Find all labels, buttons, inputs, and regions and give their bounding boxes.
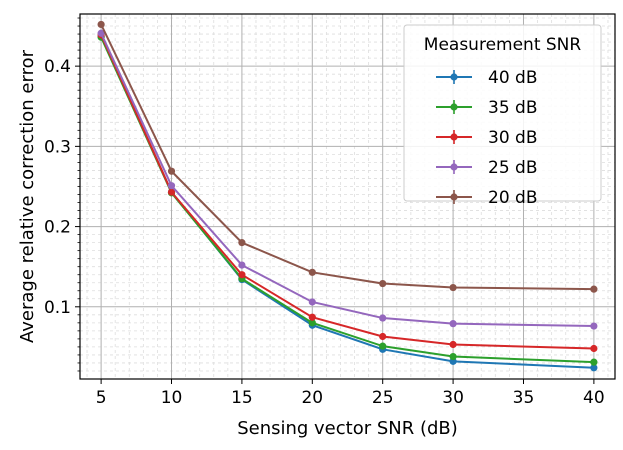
x-tick-label: 10 (161, 388, 183, 408)
x-tick-label: 25 (372, 388, 394, 408)
legend-label: 40 dB (488, 68, 538, 88)
legend-box (403, 24, 602, 202)
data-point (167, 188, 176, 196)
data-point (449, 340, 457, 349)
y-tick-label: 0.1 (44, 298, 71, 318)
data-point (308, 268, 316, 276)
legend-marker (450, 133, 458, 141)
series-20-db (97, 20, 598, 293)
x-axis-label: Sensing vector SNR (dB) (237, 418, 458, 439)
series-layer (97, 20, 598, 372)
data-point (379, 279, 387, 288)
legend-title: Measurement SNR (424, 35, 582, 55)
legend-item: 30 dB (436, 128, 538, 148)
legend-item: 20 dB (436, 188, 538, 208)
x-tick-label: 35 (513, 388, 535, 408)
y-tick-label: 0.3 (44, 137, 71, 157)
data-point (449, 320, 457, 328)
legend-item: 40 dB (436, 68, 538, 88)
legend-marker (450, 193, 458, 201)
y-tick-label: 0.2 (44, 218, 71, 238)
y-tick-label: 0.4 (44, 57, 71, 77)
legend: Measurement SNR 40 dB 35 dB 30 dB 25 dB 20 d… (403, 24, 602, 208)
data-point (590, 344, 598, 353)
data-point (449, 352, 457, 361)
data-point (238, 261, 246, 269)
ticks: 5 10 15 20 25 30 35 40 0.1 0.2 0.3 0.4 (44, 17, 605, 408)
data-point (590, 285, 598, 293)
x-tick-label: 20 (301, 388, 323, 408)
x-tick-label: 15 (231, 388, 253, 408)
data-point (379, 332, 387, 341)
data-point (590, 358, 598, 366)
data-point (97, 29, 105, 37)
y-axis-label: Average relative correction error (17, 49, 38, 343)
legend-item: 35 dB (436, 98, 538, 118)
legend-items: 40 dB 35 dB 30 dB 25 dB 20 dB (436, 68, 538, 208)
x-tick-label: 5 (96, 388, 107, 408)
data-point (590, 364, 598, 372)
data-point (308, 298, 316, 306)
data-point (590, 322, 598, 330)
data-point (167, 167, 176, 175)
x-tick-label: 30 (442, 388, 464, 408)
legend-label: 20 dB (488, 188, 538, 208)
legend-label: 30 dB (488, 128, 538, 148)
legend-label: 35 dB (488, 98, 538, 118)
data-point (308, 313, 316, 321)
legend-marker (450, 163, 458, 171)
data-point (308, 319, 316, 327)
data-point (379, 342, 387, 350)
series-25-db (97, 29, 598, 330)
plot-frame (79, 13, 616, 380)
legend-marker (450, 73, 458, 81)
data-point (449, 283, 457, 292)
data-point (238, 239, 246, 247)
x-tick-label: 40 (583, 388, 605, 408)
legend-marker (450, 103, 458, 111)
data-point (97, 20, 105, 29)
legend-item: 25 dB (436, 158, 538, 178)
data-point (167, 182, 176, 190)
data-point (238, 271, 246, 279)
data-point (379, 314, 387, 322)
legend-label: 25 dB (488, 158, 538, 178)
